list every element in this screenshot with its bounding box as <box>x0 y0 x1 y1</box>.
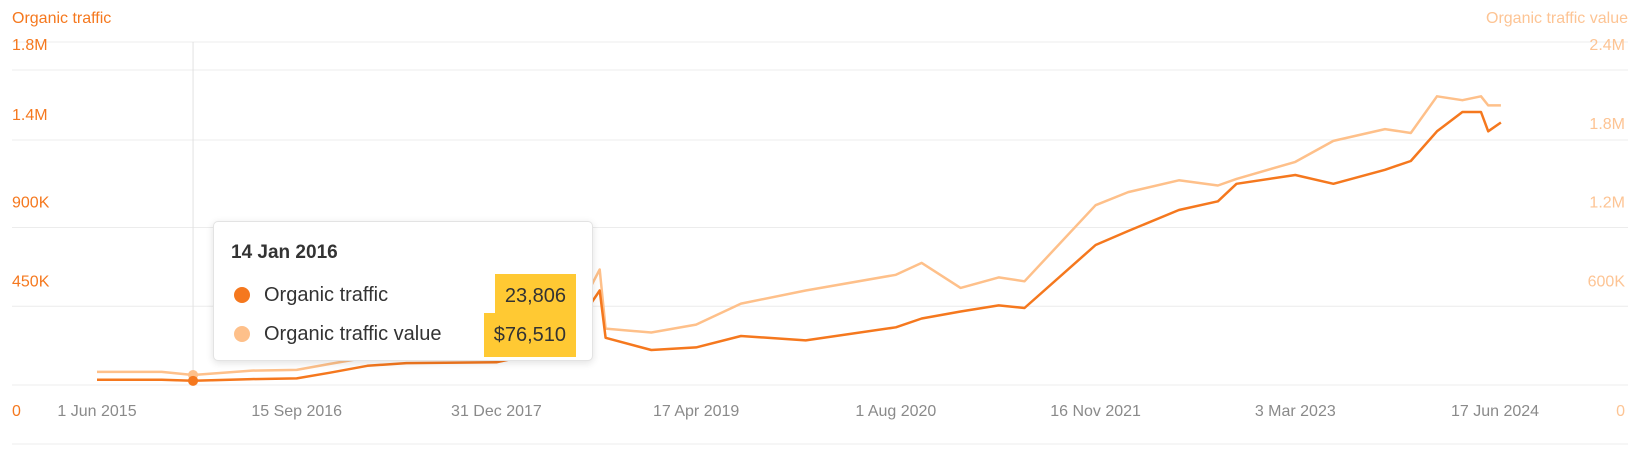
chart-tooltip: 14 Jan 2016 Organic traffic 23,806 Organ… <box>213 221 593 361</box>
right-axis-title: Organic traffic value <box>1486 10 1628 27</box>
x-tick-7: 17 Jun 2024 <box>1451 403 1539 420</box>
series-organic-traffic <box>97 110 1502 383</box>
tooltip-label-traffic: Organic traffic <box>264 284 389 306</box>
left-tick-3: 1.4M <box>12 107 48 124</box>
left-tick-2: 900K <box>12 195 50 212</box>
right-tick-4: 2.4M <box>1589 37 1625 54</box>
axis-labels: Organic traffic Organic traffic value 450K… <box>12 10 1628 420</box>
traffic-legend-dot <box>234 287 250 303</box>
left-tick-0: 0 <box>12 403 21 420</box>
left-tick-1: 450K <box>12 273 50 290</box>
x-tick-2: 31 Dec 2017 <box>451 403 542 420</box>
x-tick-0: 1 Jun 2015 <box>57 403 136 420</box>
tooltip-value-traffic: 23,806 <box>494 274 576 318</box>
right-tick-3: 1.8M <box>1589 116 1625 133</box>
tooltip-value-value: $76,510 <box>483 313 576 357</box>
tooltip-row-traffic: Organic traffic 23,806 <box>231 274 576 318</box>
x-tick-4: 1 Aug 2020 <box>855 403 936 420</box>
x-tick-1: 15 Sep 2016 <box>251 403 342 420</box>
left-axis-title: Organic traffic <box>12 10 111 27</box>
hover-markers <box>188 369 199 386</box>
x-tick-3: 17 Apr 2019 <box>653 403 739 420</box>
value-legend-dot <box>234 326 250 342</box>
x-tick-6: 3 Mar 2023 <box>1255 403 1336 420</box>
right-tick-1: 600K <box>1588 273 1626 290</box>
tooltip-date: 14 Jan 2016 <box>231 242 338 263</box>
marker-organic-traffic <box>188 375 199 386</box>
right-tick-0: 0 <box>1616 403 1625 420</box>
right-tick-2: 1.2M <box>1589 195 1625 212</box>
tooltip-label-value: Organic traffic value <box>264 323 442 345</box>
tooltip-row-value: Organic traffic value $76,510 <box>231 313 576 357</box>
left-tick-4: 1.8M <box>12 37 48 54</box>
x-tick-5: 16 Nov 2021 <box>1050 403 1141 420</box>
